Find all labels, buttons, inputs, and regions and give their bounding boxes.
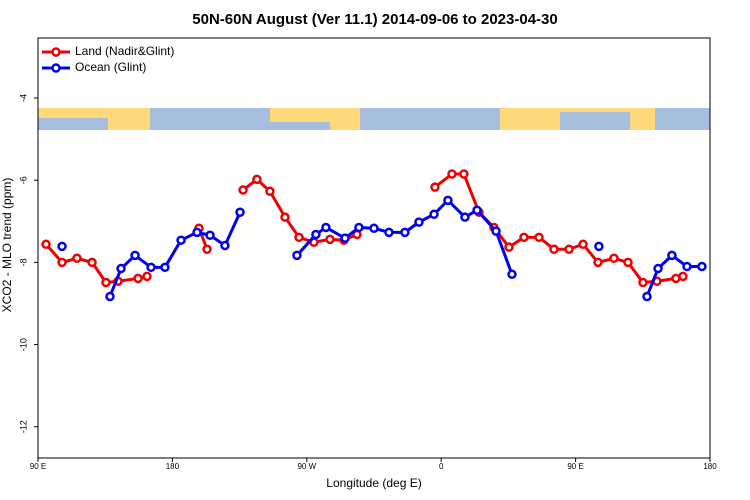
data-point <box>578 239 588 250</box>
x-tick-label: 180 <box>166 462 180 471</box>
legend-marker <box>51 63 61 73</box>
series-line <box>44 172 684 285</box>
data-point <box>534 232 544 243</box>
x-tick-label: 90 E <box>567 462 583 471</box>
data-point <box>519 232 529 243</box>
chart-title: 50N-60N August (Ver 11.1) 2014-09-06 to … <box>192 11 557 28</box>
data-point <box>133 273 143 284</box>
data-point <box>667 250 677 261</box>
data-point <box>507 269 517 280</box>
data-point <box>116 263 126 274</box>
data-point <box>160 262 170 273</box>
x-tick-label: 90 W <box>297 462 316 471</box>
plot-frame <box>37 37 711 459</box>
data-point <box>265 186 275 197</box>
data-point <box>369 223 379 234</box>
x-tick-label: 0 <box>439 462 444 471</box>
data-point <box>430 182 440 192</box>
data-point <box>280 212 290 222</box>
data-point <box>87 257 97 268</box>
data-point <box>593 257 603 268</box>
data-point <box>176 235 186 245</box>
data-point <box>57 257 67 268</box>
data-point <box>447 169 457 179</box>
data-point <box>205 230 215 241</box>
data-point <box>354 222 364 233</box>
x-axis-label: Longitude (deg E) <box>326 476 421 490</box>
data-point <box>414 217 424 227</box>
data-point <box>321 222 331 233</box>
data-point <box>443 195 453 206</box>
data-point <box>429 209 439 220</box>
data-point <box>678 271 688 282</box>
legend-marker <box>51 47 61 57</box>
data-point <box>594 241 604 252</box>
data-point <box>57 241 67 252</box>
data-point <box>472 205 482 215</box>
data-point <box>294 232 304 243</box>
y-tick-label: -4 <box>18 94 28 102</box>
y-tick-label: -12 <box>18 420 28 433</box>
data-point <box>682 261 692 272</box>
data-point <box>292 250 302 261</box>
data-point <box>311 229 321 240</box>
data-point <box>238 185 248 195</box>
y-axis-label: XCO2 - MLO trend (ppm) <box>0 178 14 313</box>
data-point <box>460 212 470 222</box>
map-band <box>38 108 710 130</box>
data-point <box>142 271 152 282</box>
data-point <box>504 242 514 252</box>
data-point <box>609 253 619 264</box>
data-point <box>491 226 501 236</box>
data-point <box>325 234 335 245</box>
data-point <box>146 262 156 273</box>
data-point <box>101 277 111 288</box>
data-point <box>400 227 410 238</box>
data-point <box>41 239 51 250</box>
data-point <box>642 291 652 302</box>
data-point <box>252 174 262 185</box>
data-point <box>549 244 559 254</box>
data-point <box>638 277 648 288</box>
data-point <box>235 207 245 217</box>
y-tick-label: -8 <box>18 258 28 266</box>
data-point <box>384 227 394 238</box>
data-point <box>340 233 350 243</box>
data-point <box>459 169 469 179</box>
x-tick-label: 90 E <box>30 462 46 471</box>
legend-label: Ocean (Glint) <box>75 60 146 74</box>
data-point <box>192 227 202 238</box>
data-point <box>105 291 115 302</box>
data-point <box>564 244 574 254</box>
y-tick-label: -6 <box>18 176 28 184</box>
data-point <box>623 257 633 268</box>
data-point <box>202 244 212 254</box>
data-point <box>72 253 82 264</box>
data-point <box>697 261 707 272</box>
x-tick-label: 180 <box>703 462 717 471</box>
data-point <box>653 263 663 274</box>
data-point <box>220 240 230 251</box>
data-point <box>130 250 140 261</box>
y-tick-label: -10 <box>18 338 28 351</box>
legend-label: Land (Nadir&Glint) <box>75 44 174 58</box>
series-line <box>108 198 702 298</box>
